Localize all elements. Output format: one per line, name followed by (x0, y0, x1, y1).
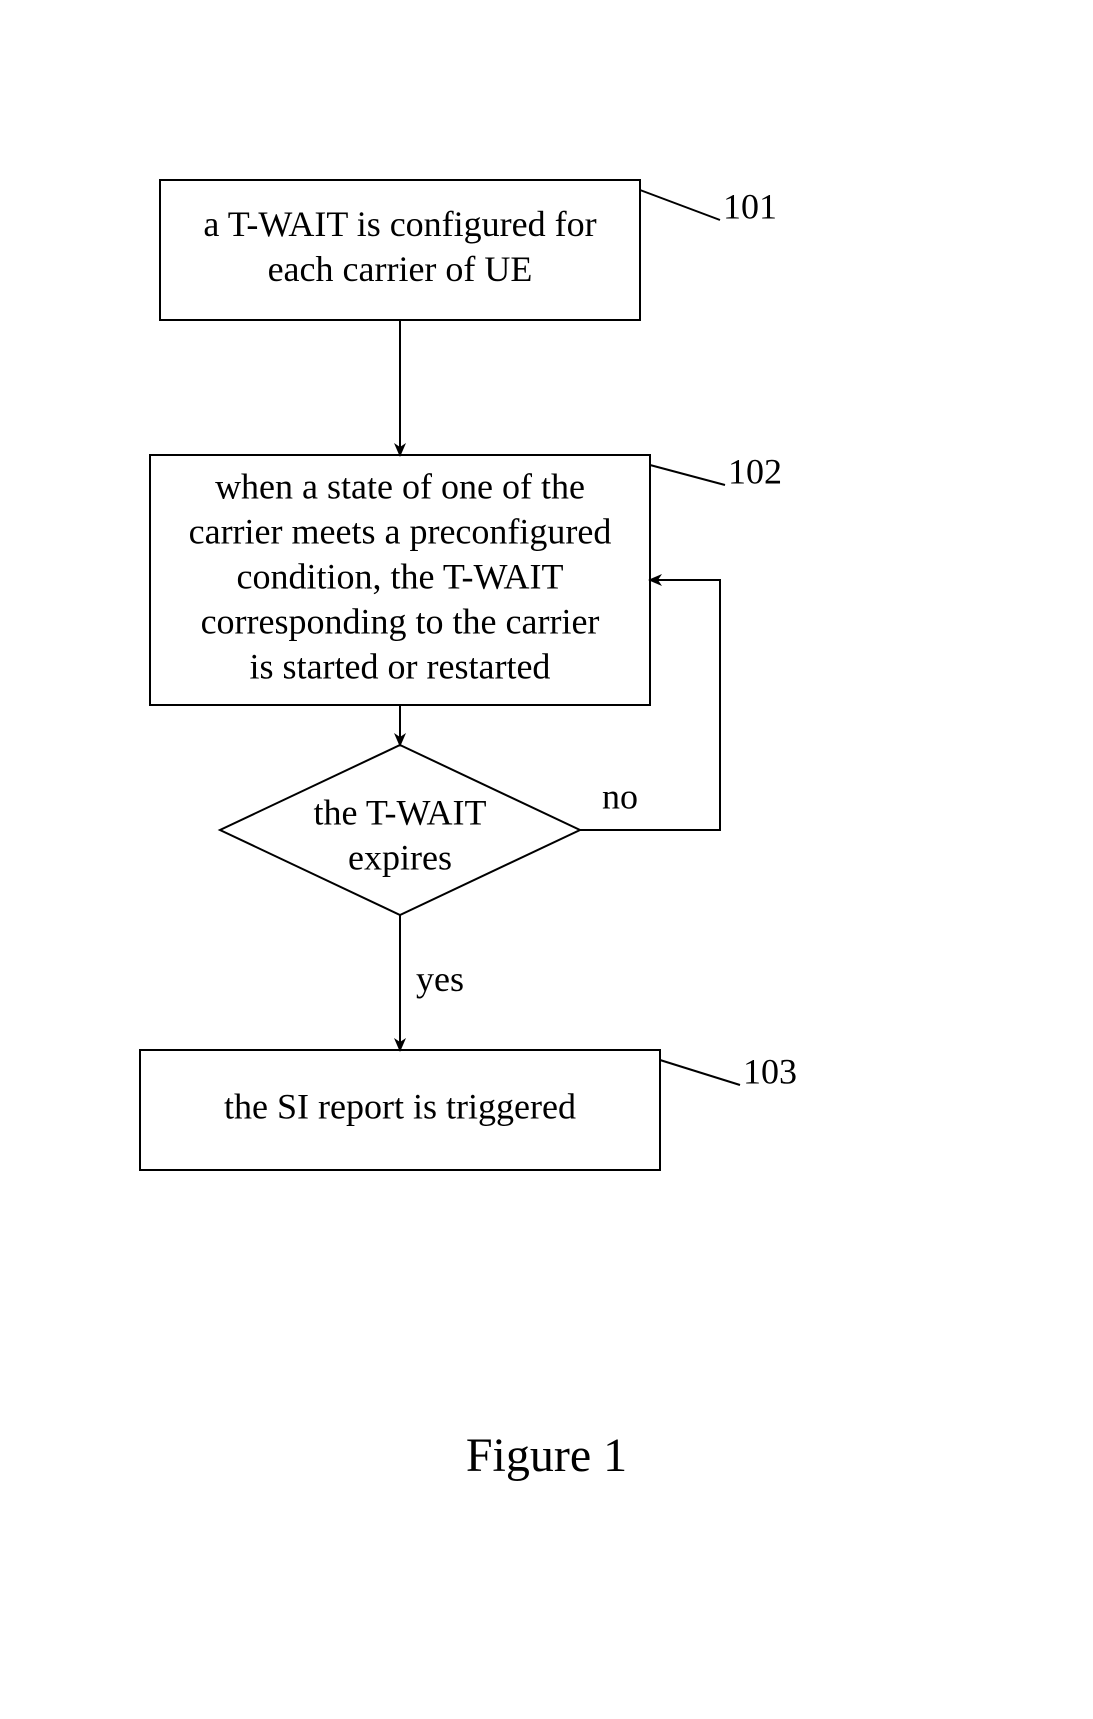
ref-label-103: 103 (743, 1051, 797, 1091)
label-leader-101 (640, 190, 720, 220)
ref-label-102: 102 (728, 451, 782, 491)
branch-label-yes: yes (416, 959, 464, 999)
process-text-102: when a state of one of the (215, 466, 585, 506)
label-leader-103 (660, 1060, 740, 1085)
decision-text: the T-WAIT (314, 792, 487, 832)
decision-text: expires (348, 837, 452, 877)
process-text-102: is started or restarted (250, 646, 551, 686)
process-text-102: condition, the T-WAIT (237, 556, 564, 596)
process-text-101: each carrier of UE (268, 249, 533, 289)
process-text-101: a T-WAIT is configured for (203, 204, 596, 244)
process-text-102: corresponding to the carrier (201, 601, 600, 641)
branch-label-no: no (602, 776, 638, 816)
ref-label-101: 101 (723, 186, 777, 226)
figure-caption: Figure 1 (466, 1429, 627, 1482)
process-text-102: carrier meets a preconfigured (189, 511, 612, 551)
process-text-103: the SI report is triggered (224, 1086, 576, 1126)
label-leader-102 (650, 465, 725, 485)
